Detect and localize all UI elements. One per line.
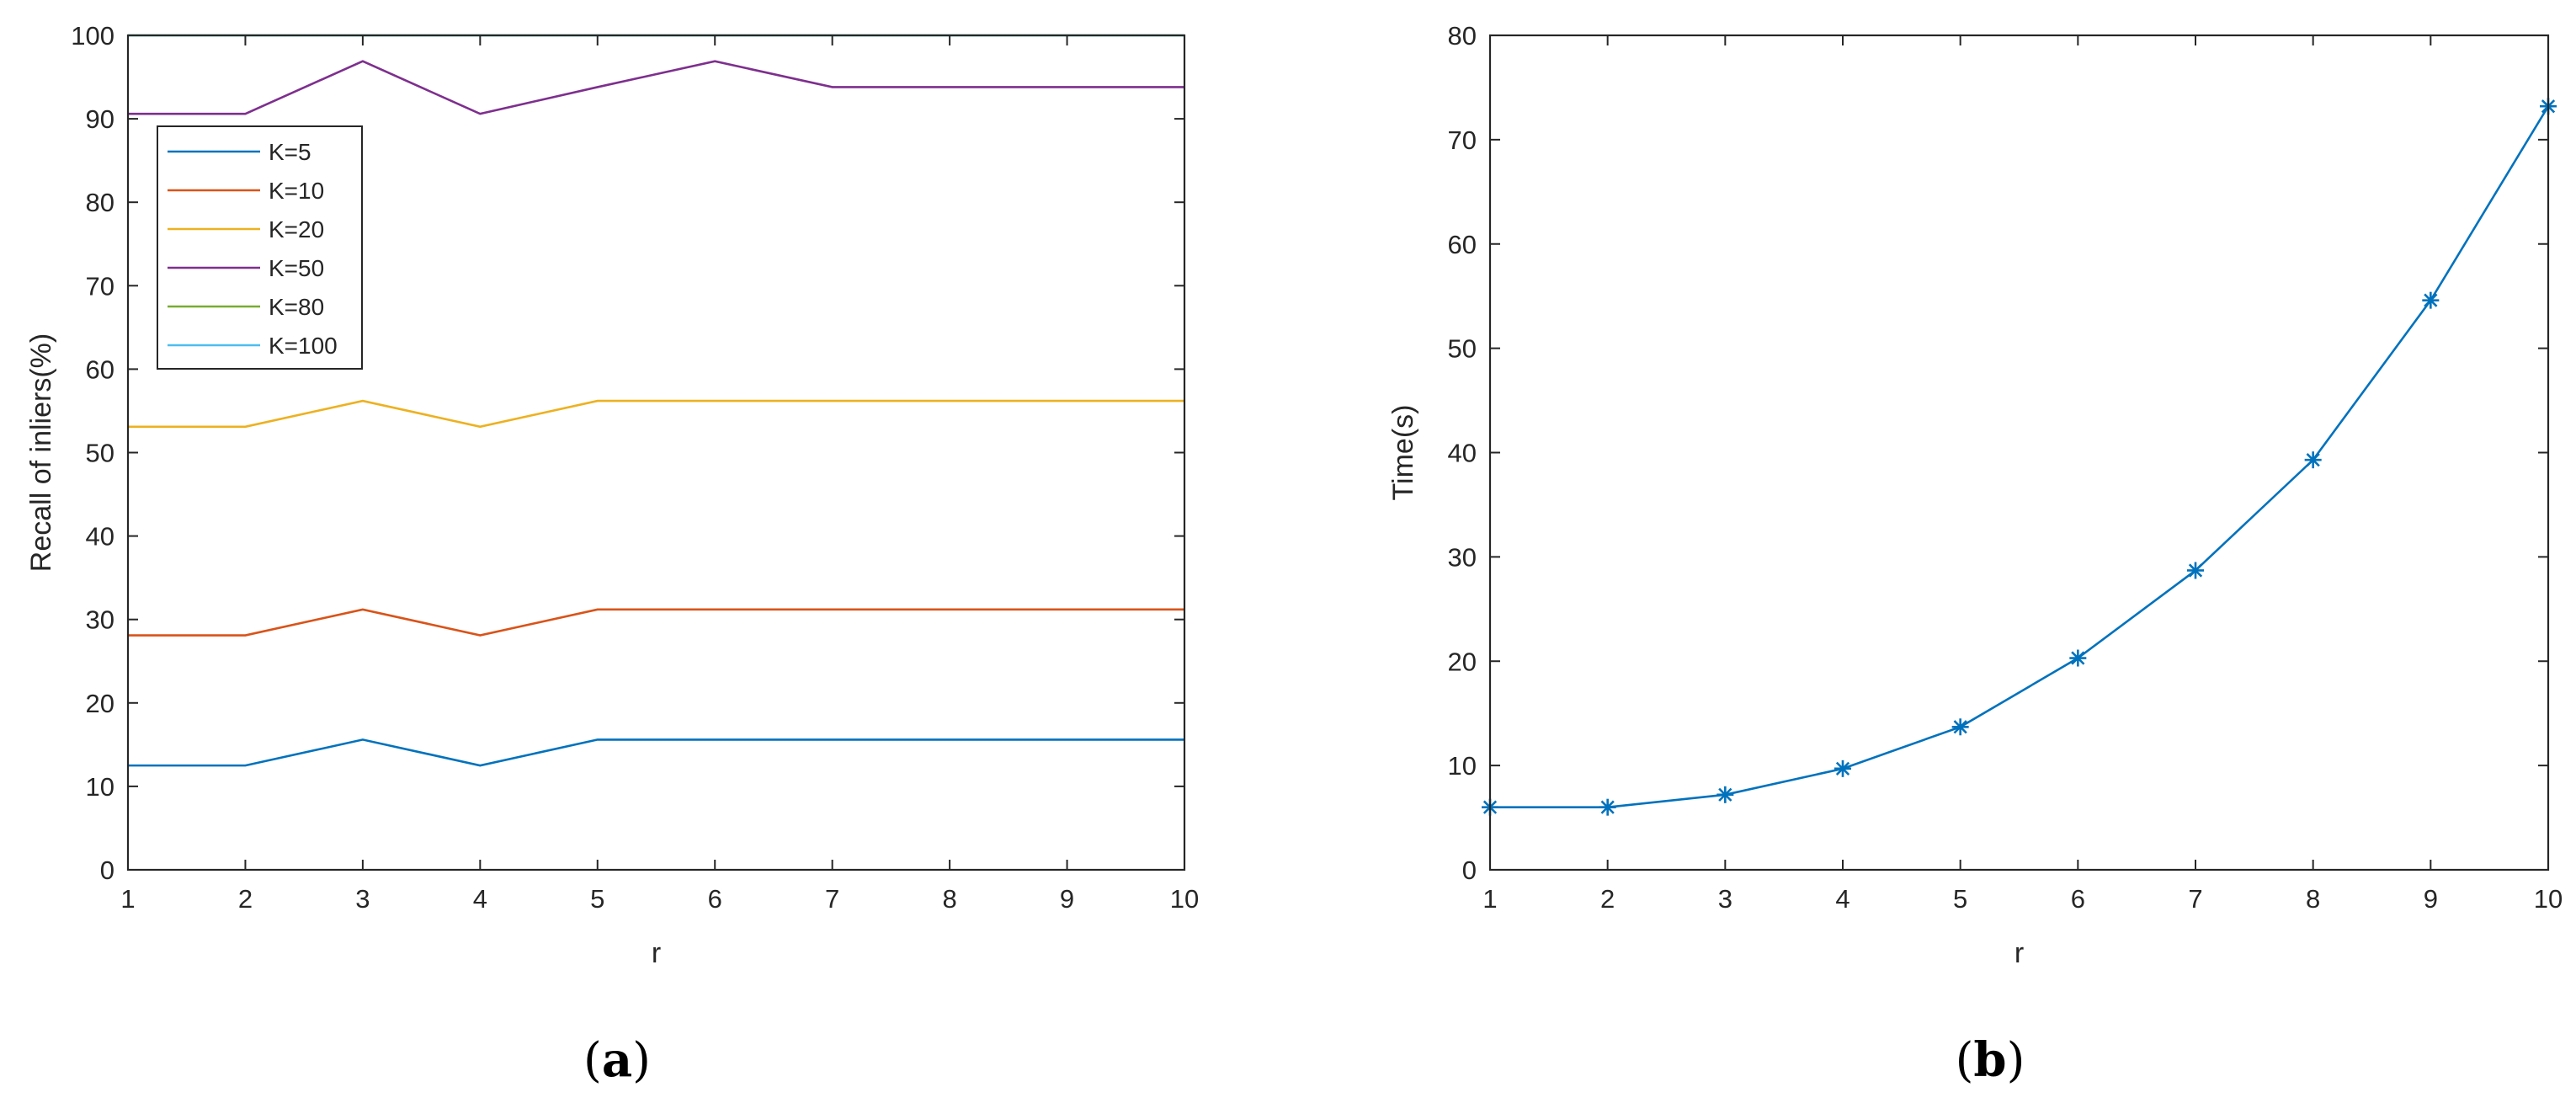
x-tick-label: 6 bbox=[2071, 884, 2085, 914]
y-tick-label: 40 bbox=[1448, 439, 1477, 468]
x-tick-label: 5 bbox=[590, 884, 604, 914]
y-tick-label: 20 bbox=[1448, 647, 1477, 676]
x-tick-label: 10 bbox=[1170, 884, 1199, 914]
x-tick-label: 10 bbox=[2534, 884, 2563, 914]
data-point bbox=[1716, 786, 1734, 803]
y-tick-label: 0 bbox=[100, 855, 114, 885]
legend-label: K=10 bbox=[269, 178, 324, 204]
x-tick-label: 3 bbox=[1718, 884, 1732, 914]
y-tick-label: 50 bbox=[1448, 334, 1477, 364]
series-line-k20 bbox=[128, 399, 1184, 429]
chart-b: 1 2 3 4 5 6 7 8 9 10 0 10 20 30 40 50 60 70 80 r Time(s) bbox=[1387, 21, 2563, 969]
legend-label: K=100 bbox=[269, 333, 338, 359]
data-point bbox=[2069, 649, 2087, 667]
x-tick-label: 3 bbox=[355, 884, 370, 914]
y-tick-label: 70 bbox=[86, 271, 114, 301]
data-point bbox=[1951, 718, 1969, 736]
y-tick-label: 0 bbox=[1462, 855, 1477, 885]
legend-label: K=20 bbox=[269, 216, 324, 243]
y-tick-label: 80 bbox=[1448, 21, 1477, 51]
y-tick-label: 40 bbox=[86, 522, 114, 552]
x-tick-label: 5 bbox=[1953, 884, 1967, 914]
y-tick-label: 10 bbox=[1448, 751, 1477, 781]
y-tick-label: 10 bbox=[86, 772, 114, 802]
y-tick-label: 20 bbox=[86, 689, 114, 718]
y-tick-label: 60 bbox=[1448, 230, 1477, 259]
legend: K=5 K=10 K=20 K=50 K=80 K=100 bbox=[157, 125, 363, 370]
y-tick-label: 30 bbox=[86, 605, 114, 635]
y-tick-label: 90 bbox=[86, 104, 114, 134]
series-line-k10 bbox=[128, 608, 1184, 637]
x-tick-label: 7 bbox=[2188, 884, 2202, 914]
legend-label: K=5 bbox=[269, 139, 311, 165]
y-tick-label: 50 bbox=[86, 439, 114, 468]
x-tick-label: 4 bbox=[1835, 884, 1850, 914]
plot-area-b bbox=[1490, 35, 2548, 870]
x-tick-label: 2 bbox=[1600, 884, 1615, 914]
series-line-k5 bbox=[128, 738, 1184, 767]
chart-a: 1 2 3 4 5 6 7 8 9 100102030405060708090100rRecall… bbox=[25, 21, 1199, 969]
x-tick-label: 1 bbox=[1482, 884, 1497, 914]
series-line-b-0 bbox=[1490, 105, 2550, 808]
series-line-k50 bbox=[128, 60, 1184, 115]
y-tick-label: 100 bbox=[71, 21, 114, 51]
x-tick-label: 4 bbox=[473, 884, 487, 914]
x-tick-label: 9 bbox=[2424, 884, 2438, 914]
y-tick-label: 60 bbox=[86, 354, 114, 384]
x-tick-label: 7 bbox=[825, 884, 839, 914]
x-tick-label: 9 bbox=[1060, 884, 1074, 914]
legend-box bbox=[157, 125, 363, 370]
x-tick-label: 6 bbox=[708, 884, 722, 914]
data-point bbox=[1834, 760, 1851, 777]
data-point bbox=[2304, 451, 2322, 469]
panel-label-b: (b) bbox=[1956, 1032, 2025, 1088]
legend-label: K=80 bbox=[269, 294, 324, 320]
data-point bbox=[2187, 562, 2204, 579]
x-tick-label: 8 bbox=[942, 884, 956, 914]
y-tick-label: 70 bbox=[1448, 125, 1477, 155]
panel-label-a: (a) bbox=[583, 1032, 651, 1088]
x-tick-label: 1 bbox=[120, 884, 135, 914]
data-point bbox=[2422, 291, 2440, 309]
x-tick-label: 2 bbox=[238, 884, 253, 914]
legend-label: K=50 bbox=[269, 255, 324, 281]
y-axis-label-a: Recall of inliers(%) bbox=[25, 333, 57, 572]
x-tick-label: 8 bbox=[2306, 884, 2320, 914]
x-axis-label-b: r bbox=[2014, 937, 2024, 969]
y-tick-label: 80 bbox=[86, 188, 114, 217]
x-axis-label-a: r bbox=[652, 937, 661, 969]
y-axis-label-b: Time(s) bbox=[1387, 405, 1419, 501]
data-point bbox=[1599, 798, 1616, 816]
y-tick-label: 30 bbox=[1448, 542, 1477, 572]
